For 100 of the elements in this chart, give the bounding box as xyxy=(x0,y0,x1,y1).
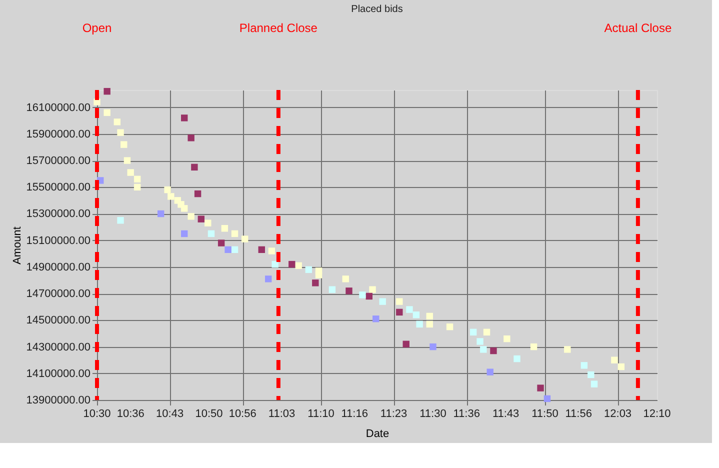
point xyxy=(218,240,225,246)
y-tick-label: 15100000.00 xyxy=(26,234,90,247)
x-tick-label: 12:03 xyxy=(604,408,632,420)
x-axis-title: Date xyxy=(366,428,390,440)
x-tick-label: 11:43 xyxy=(492,408,520,420)
point xyxy=(406,306,413,313)
point xyxy=(265,276,272,282)
y-axis-title: Amount xyxy=(11,226,24,264)
x-tick-label: 10:50 xyxy=(195,408,223,420)
point xyxy=(446,323,454,330)
x-tick-label: 11:16 xyxy=(341,408,368,420)
point xyxy=(114,118,121,126)
point xyxy=(490,347,497,354)
point xyxy=(402,340,410,348)
point xyxy=(120,141,128,148)
point xyxy=(258,246,265,254)
point xyxy=(268,248,276,254)
point xyxy=(168,193,174,200)
point xyxy=(241,236,248,242)
point xyxy=(480,346,487,353)
y-tick-label: 15300000.00 xyxy=(26,208,90,220)
point xyxy=(580,362,588,369)
point xyxy=(157,210,164,218)
point xyxy=(359,292,366,298)
y-tick-label: 14500000.00 xyxy=(26,314,90,327)
y-tick-label: 15500000.00 xyxy=(26,182,90,194)
point xyxy=(312,280,319,286)
point xyxy=(124,157,131,164)
y-tick-label: 16100000.00 xyxy=(26,102,90,114)
point xyxy=(504,335,510,342)
x-tick-label: 11:10 xyxy=(308,408,334,420)
point xyxy=(396,308,403,316)
point xyxy=(194,190,202,198)
point xyxy=(486,368,494,376)
point xyxy=(426,320,433,328)
point xyxy=(514,355,520,362)
x-tick-label: 12:10 xyxy=(643,408,671,420)
point xyxy=(181,114,188,122)
point xyxy=(191,164,198,171)
point xyxy=(412,311,420,318)
point xyxy=(476,338,484,345)
point xyxy=(372,315,380,322)
y-tick-label: 14700000.00 xyxy=(26,288,90,300)
point xyxy=(470,328,477,336)
point xyxy=(181,230,188,238)
point xyxy=(221,225,228,232)
point xyxy=(537,384,544,392)
point xyxy=(188,134,194,142)
x-tick-label: 10:36 xyxy=(116,408,144,420)
y-tick-label: 14300000.00 xyxy=(26,341,90,354)
point xyxy=(590,380,598,388)
x-tick-label: 10:56 xyxy=(228,408,256,420)
point xyxy=(544,395,551,402)
x-tick-label: 11:30 xyxy=(420,408,446,420)
point xyxy=(188,213,194,220)
point xyxy=(204,220,212,226)
point xyxy=(346,288,352,294)
point xyxy=(369,286,376,293)
point xyxy=(117,129,124,136)
point xyxy=(272,260,278,268)
x-tick-label: 10:43 xyxy=(156,408,184,420)
point xyxy=(328,286,336,293)
ref-line-label: Open xyxy=(82,21,112,35)
point xyxy=(198,216,205,222)
point xyxy=(127,169,134,176)
y-tick-label: 14900000.00 xyxy=(26,261,90,274)
point xyxy=(181,205,188,212)
point xyxy=(366,292,373,300)
x-tick-label: 10:30 xyxy=(83,408,111,420)
point xyxy=(231,246,238,254)
x-tick-label: 11:50 xyxy=(532,408,558,420)
chart-title: Placed bids xyxy=(351,4,403,15)
point xyxy=(117,217,124,224)
x-tick-label: 11:23 xyxy=(380,408,408,420)
point xyxy=(618,363,625,370)
y-tick-label: 13900000.00 xyxy=(26,394,90,406)
point xyxy=(430,343,436,350)
point xyxy=(288,260,296,268)
point xyxy=(164,186,171,194)
x-tick-label: 11:56 xyxy=(565,408,592,420)
ref-line-label: Actual Close xyxy=(604,21,672,35)
point xyxy=(104,88,110,95)
y-tick-label: 15900000.00 xyxy=(26,128,90,140)
point xyxy=(104,109,110,116)
ref-line-label: Planned Close xyxy=(239,21,318,35)
point xyxy=(305,266,312,273)
point xyxy=(134,184,141,190)
y-tick-label: 14100000.00 xyxy=(26,368,90,380)
x-tick-label: 11:03 xyxy=(268,408,296,420)
point xyxy=(426,312,433,320)
point xyxy=(231,230,238,238)
point xyxy=(208,230,215,238)
point xyxy=(224,246,232,254)
point xyxy=(588,371,594,378)
point xyxy=(315,272,322,278)
point xyxy=(295,262,302,269)
point xyxy=(416,320,423,328)
point xyxy=(483,328,490,336)
point xyxy=(530,343,538,350)
point xyxy=(379,298,386,305)
